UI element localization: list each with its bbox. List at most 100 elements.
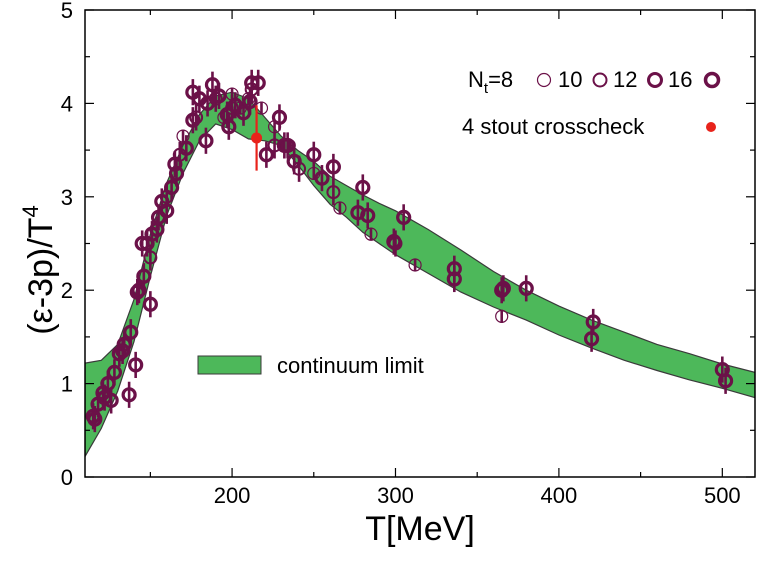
- marker-circle: [167, 156, 183, 172]
- marker-circle: [227, 97, 243, 113]
- marker-circle: [360, 207, 376, 224]
- data-point-nt16: [221, 113, 237, 140]
- data-point-nt12: [306, 141, 322, 168]
- marker-circle: [276, 137, 292, 154]
- data-point-nt12: [286, 148, 302, 175]
- marker-circle: [446, 271, 462, 287]
- legend-marker-nt8: [536, 72, 552, 88]
- marker-circle: [123, 324, 139, 340]
- marker-circle: [134, 235, 150, 252]
- data-point-nt8: [333, 201, 347, 215]
- marker-circle: [286, 153, 302, 169]
- data-point-nt12: [258, 141, 274, 168]
- marker-circle: [717, 373, 734, 389]
- x-tick-label: 400: [541, 483, 578, 508]
- data-point-nt12: [355, 174, 371, 201]
- marker-circle: [211, 88, 227, 104]
- marker-circle: [386, 234, 402, 250]
- y-tick-label: 2: [61, 278, 73, 303]
- data-point-nt12: [386, 228, 402, 255]
- marker-circle: [103, 392, 119, 409]
- marker-circle: [178, 140, 194, 156]
- x-tick-label: 200: [214, 483, 251, 508]
- legend-nt-eq: =8: [488, 67, 513, 92]
- marker-circle: [87, 411, 103, 427]
- data-point-nt12: [360, 202, 376, 229]
- data-point-nt12: [446, 265, 462, 293]
- marker-circle: [129, 284, 145, 300]
- data-point-nt16: [325, 153, 341, 180]
- y-tick-label: 0: [61, 465, 73, 490]
- data-point-nt16: [142, 291, 158, 318]
- data-point-nt12: [168, 160, 185, 187]
- data-point-nt8: [408, 258, 422, 272]
- marker-circle: [408, 258, 422, 272]
- data-points-layer: [85, 69, 734, 433]
- legend-band-swatch: [197, 355, 262, 375]
- data-point-nt12: [227, 92, 243, 119]
- y-tick-label: 3: [61, 185, 73, 210]
- marker-circle: [244, 75, 260, 91]
- marker-circle: [325, 159, 341, 175]
- marker-circle: [198, 133, 214, 149]
- data-point-nt16: [276, 132, 292, 159]
- data-point-nt8: [495, 309, 509, 323]
- data-point-nt12: [136, 263, 152, 290]
- marker-circle: [128, 357, 144, 373]
- y-axis-title: (ε-3p)/T4: [18, 205, 60, 334]
- data-point-nt16: [87, 406, 103, 433]
- marker-circle: [495, 309, 509, 323]
- x-axis-title: T[MeV]: [365, 510, 475, 548]
- marker-circle: [326, 185, 341, 200]
- marker-circle: [242, 93, 258, 110]
- y-axis-title-sup: 4: [18, 205, 43, 217]
- data-point-nt12: [585, 308, 601, 336]
- marker-circle: [518, 280, 534, 296]
- crosscheck-point: [251, 105, 263, 171]
- marker-circle: [185, 112, 201, 128]
- data-point-nt12: [396, 204, 412, 231]
- y-tick-label: 4: [61, 91, 73, 116]
- marker-circle: [495, 280, 511, 296]
- legend: Nt=8 10 12 16 4 stout crosscheck continu…: [197, 67, 721, 378]
- legend-marker-nt16: [703, 71, 721, 89]
- legend-nt-text: Nt=8: [468, 67, 513, 97]
- data-point-nt16: [129, 278, 145, 306]
- data-point-nt16: [121, 381, 137, 408]
- data-point-nt16: [114, 337, 131, 364]
- legend-nt-sub: t: [484, 80, 489, 97]
- data-point-nt12: [123, 319, 139, 346]
- marker-circle: [185, 84, 201, 100]
- marker-circle: [199, 95, 216, 112]
- legend-nt-prefix: N: [468, 67, 484, 92]
- data-point-nt10: [326, 179, 341, 206]
- data-point-nt16: [103, 387, 119, 414]
- legend-nt12-label: 12: [613, 67, 637, 92]
- data-point-nt16: [134, 230, 150, 257]
- data-point-nt12: [185, 107, 201, 134]
- marker-circle: [221, 119, 237, 135]
- y-tick-label: 5: [61, 0, 73, 23]
- marker-circle: [106, 364, 123, 380]
- marker-circle: [271, 109, 288, 126]
- legend-band-label: continuum limit: [277, 353, 424, 378]
- legend-nt10-label: 10: [558, 67, 582, 92]
- marker-circle: [306, 147, 322, 163]
- data-point-nt12: [518, 275, 534, 302]
- data-point-nt12: [178, 135, 194, 162]
- data-point-nt16: [198, 127, 214, 154]
- crosscheck-marker: [251, 132, 263, 144]
- data-point-nt12: [583, 325, 600, 352]
- data-point-nt12: [314, 165, 330, 192]
- y-axis-title-main: (ε-3p)/T: [22, 218, 60, 335]
- legend-crosscheck-marker: [706, 122, 716, 132]
- data-point-nt12: [211, 82, 227, 110]
- marker-circle: [583, 331, 600, 347]
- data-point-nt16: [185, 79, 201, 106]
- legend-marker-nt12: [647, 72, 663, 88]
- marker-circle: [314, 170, 330, 186]
- data-point-nt12: [271, 104, 288, 131]
- marker-circle: [585, 314, 601, 330]
